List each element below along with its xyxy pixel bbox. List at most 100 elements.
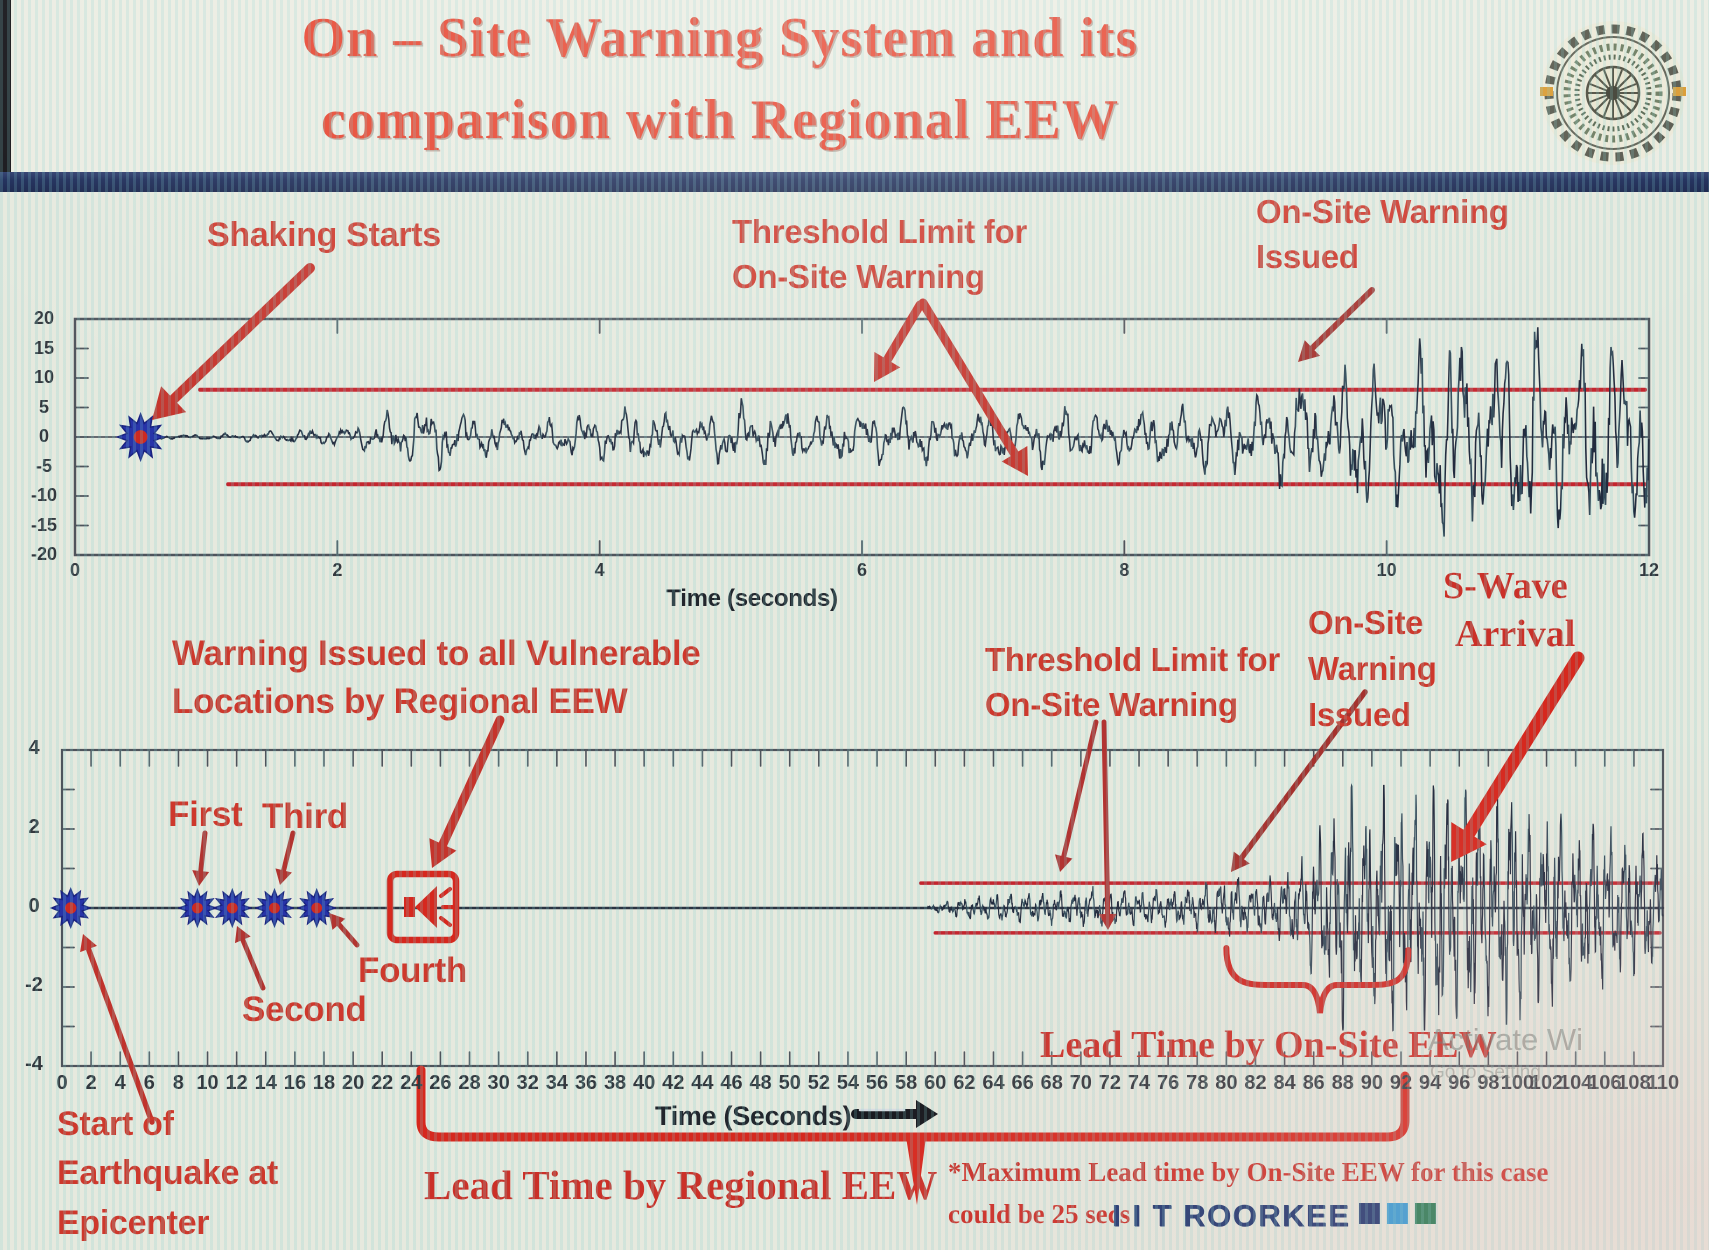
brand-square-0 <box>1359 1203 1381 1224</box>
swave-arrival-label: S-Wave Arrival <box>1443 563 1575 658</box>
bottom-threshold-line1: Threshold Limit for <box>985 641 1280 678</box>
bottom-chart-xtick: 76 <box>1157 1072 1180 1094</box>
top-annotation-arrows <box>152 263 1375 476</box>
bottom-chart-xtick: 18 <box>312 1072 336 1094</box>
bottom-chart-xtick: 82 <box>1244 1072 1267 1094</box>
bottom-chart-xtick: 68 <box>1040 1072 1063 1094</box>
bottom-chart-xtick: 88 <box>1331 1072 1354 1094</box>
third-report-label: Third <box>262 797 348 836</box>
top-chart-ytick: 5 <box>38 396 49 417</box>
bottom-warning-issued-line2: Warning <box>1308 650 1437 688</box>
bottom-chart-xtick: 62 <box>953 1072 976 1094</box>
bottom-chart-xtick: 2 <box>85 1072 97 1094</box>
bottom-chart-xtick: 28 <box>458 1072 481 1094</box>
top-chart-ytick: -20 <box>30 544 57 564</box>
bottom-warning-issued-line1: On-Site <box>1308 604 1424 641</box>
bottom-chart-xtick: 46 <box>720 1072 743 1094</box>
start-line3: Epicenter <box>57 1203 210 1242</box>
bottom-chart-xtick: 12 <box>225 1072 248 1094</box>
slide-title-line1: On – Site Warning System and its <box>301 7 1139 69</box>
top-threshold-label-line1: Threshold Limit for <box>732 213 1027 250</box>
bottom-chart-xtick: 104 <box>1558 1072 1593 1094</box>
start-line1: Start of <box>57 1105 174 1143</box>
bottom-chart-xtick: 66 <box>1011 1072 1034 1094</box>
swave-line1: S-Wave <box>1443 565 1568 607</box>
bottom-chart-xtick: 40 <box>633 1072 656 1094</box>
bottom-chart-xlabel: Time (Seconds) <box>655 1101 852 1131</box>
second-report-label: Second <box>242 990 367 1029</box>
bottom-chart-xtick: 24 <box>400 1072 423 1094</box>
time-axis-arrow-icon <box>851 1100 938 1128</box>
bottom-chart-xtick: 98 <box>1477 1072 1500 1094</box>
top-chart-xtick: 0 <box>69 560 80 580</box>
bottom-chart-xtick: 84 <box>1273 1072 1296 1094</box>
bottom-chart-xtick: 42 <box>662 1072 685 1094</box>
lead-time-regional-label: Lead Time by Regional EEW <box>424 1162 938 1208</box>
top-chart-xtick: 8 <box>1119 560 1130 580</box>
start-earthquake-label: Start of Earthquake at Epicenter <box>57 1100 278 1248</box>
bottom-chart-xtick: 58 <box>895 1072 918 1094</box>
bottom-chart-xtick: 92 <box>1389 1072 1413 1094</box>
bottom-chart-xtick: 52 <box>807 1072 830 1094</box>
bottom-chart-ytick: 2 <box>28 816 40 838</box>
bottom-chart-xtick: 56 <box>865 1072 889 1094</box>
iit-roorkee-logo-icon <box>1540 21 1686 165</box>
top-chart-xtick: 10 <box>1376 560 1397 580</box>
brand-square-2 <box>1415 1203 1437 1224</box>
top-chart-xtick: 4 <box>594 560 605 580</box>
top-shaking-start-marker <box>115 411 166 463</box>
bottom-chart-ytick: 0 <box>28 895 40 917</box>
fourth-report-label: Fourth <box>358 951 467 990</box>
top-chart-ytick: -5 <box>35 455 52 476</box>
bottom-chart-xtick: 90 <box>1360 1072 1384 1094</box>
bottom-warning-issued-label: On-Site Warning Issued <box>1308 600 1437 739</box>
go-to-settings-watermark: Go to Setting <box>1430 1062 1541 1083</box>
bottom-chart-xtick: 94 <box>1419 1072 1442 1094</box>
regional-warning-line2: Locations by Regional EEW <box>172 681 628 721</box>
lead-time-onsite-brace <box>1223 945 1412 1014</box>
bottom-threshold-line2: On-Site Warning <box>985 685 1238 723</box>
first-report-label: First <box>168 795 243 834</box>
start-line2: Earthquake at <box>57 1154 278 1193</box>
bottom-chart-xtick: 64 <box>982 1072 1005 1094</box>
bottom-chart-xtick: 106 <box>1588 1072 1622 1094</box>
bottom-chart-xtick: 96 <box>1448 1072 1471 1094</box>
swave-line2: Arrival <box>1455 612 1576 655</box>
regional-warning-label: Warning Issued to all Vulnerable Locatio… <box>172 630 701 725</box>
header-divider-bar <box>0 172 1709 192</box>
top-threshold-label: Threshold Limit for On-Site Warning <box>732 210 1027 300</box>
bottom-chart-xtick: 34 <box>545 1072 568 1094</box>
bottom-chart-xtick: 108 <box>1617 1072 1651 1094</box>
top-chart-ytick: 10 <box>33 367 55 387</box>
bottom-event-markers <box>49 887 337 929</box>
bottom-chart-xtick: 80 <box>1215 1072 1238 1094</box>
bottom-chart-ytick: -2 <box>25 974 43 996</box>
top-chart-ytick: -10 <box>30 485 57 505</box>
bottom-chart-xtick: 6 <box>143 1072 155 1094</box>
bottom-chart-xtick: 10 <box>196 1072 219 1094</box>
bottom-chart-xtick: 36 <box>574 1072 598 1094</box>
bottom-annotation-arrows <box>80 651 1585 1125</box>
bottom-chart-xtick: 44 <box>691 1072 714 1094</box>
bottom-chart-xtick: 110 <box>1646 1072 1680 1094</box>
bottom-chart-xtick: 78 <box>1186 1072 1209 1094</box>
top-chart-ytick: 20 <box>33 308 55 328</box>
top-chart-xtick: 12 <box>1638 560 1660 580</box>
bottom-chart-xtick: 16 <box>283 1072 306 1094</box>
bottom-threshold-label: Threshold Limit for On-Site Warning <box>985 638 1280 728</box>
bottom-chart-xtick: 38 <box>603 1072 627 1094</box>
bottom-chart-xtick: 22 <box>371 1072 394 1094</box>
bottom-chart-xtick: 102 <box>1529 1072 1564 1094</box>
bottom-chart-xtick: 86 <box>1302 1072 1325 1094</box>
bottom-chart-ytick: 4 <box>28 737 40 759</box>
bottom-chart-xtick: 48 <box>749 1072 772 1094</box>
slide-title-line2: comparison with Regional EEW <box>320 89 1120 151</box>
bottom-chart-xtick: 30 <box>487 1072 510 1094</box>
top-chart-xtick: 6 <box>856 560 867 580</box>
bottom-chart-xtick: 8 <box>172 1072 184 1094</box>
top-chart-ytick: 15 <box>33 337 55 358</box>
top-chart-xtick: 2 <box>332 560 343 580</box>
regional-eew-speaker-icon <box>386 870 460 944</box>
bottom-chart-ytick: -4 <box>25 1053 43 1075</box>
top-chart <box>73 317 1651 557</box>
